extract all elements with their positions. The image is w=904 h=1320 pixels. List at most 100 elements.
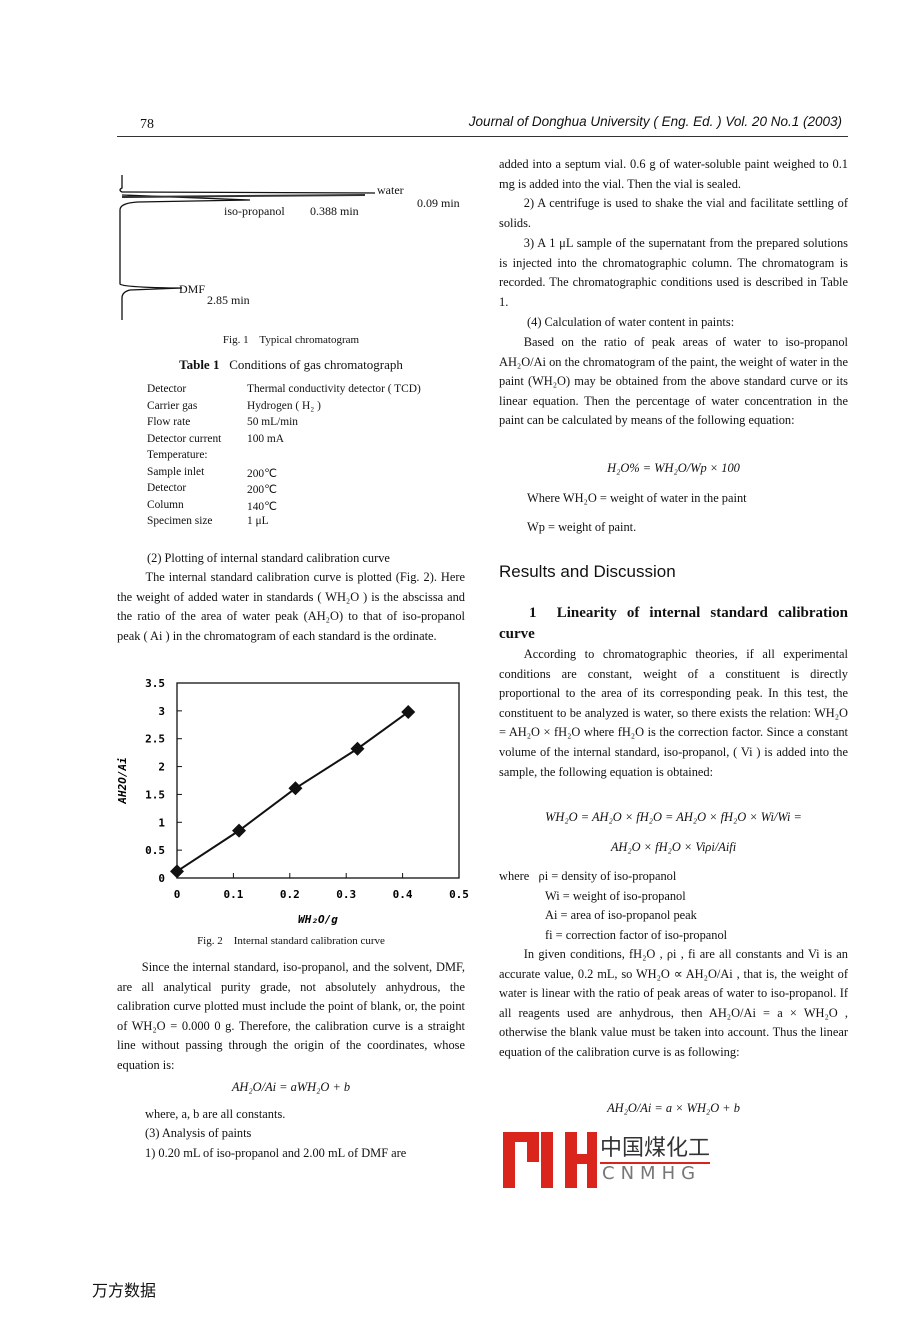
paragraph-calculation: Based on the ratio of peak areas of wate… (499, 335, 848, 428)
logo-english-text: CNMHG (602, 1163, 702, 1184)
table1-title: Table 1 Conditions of gas chromatograph (117, 357, 465, 373)
table-row: Carrier gas Hydrogen ( H₂ ) (147, 400, 421, 417)
table-parameter: Detector current (147, 432, 222, 445)
table-value: Hydrogen ( H₂ ) (247, 399, 321, 412)
table-row: Column 140℃ (147, 499, 421, 516)
paragraph-blank: Since the internal standard, iso-propano… (117, 960, 465, 1072)
watermark-logo: 中国煤化工 CNMHG (503, 1130, 713, 1190)
table-value: 100 mA (247, 432, 285, 445)
logo-mark-icon (503, 1132, 597, 1188)
chromatogram (119, 175, 376, 320)
peak-label-dmf: DMF (179, 282, 206, 296)
paragraph-step1: 1) 0.20 mL of iso-propanol and 2.00 mL o… (145, 1146, 407, 1160)
paragraph-constants: where, a, b are all constants. (145, 1107, 286, 1121)
table-value: 140℃ (247, 500, 277, 513)
data-point (401, 704, 416, 719)
subsection-number: 1 (529, 605, 537, 621)
table-parameter: Column (147, 498, 184, 511)
logo-chinese-text: 中国煤化工 (600, 1130, 711, 1164)
y-tick-label: 2 (158, 761, 165, 774)
subheading-calculation: (4) Calculation of water content in pain… (527, 315, 735, 329)
equation-water-weight-2: AH₂O × fH₂O × Viρi/Aifi (610, 840, 737, 854)
table-value (247, 449, 421, 466)
x-tick-label: 0.2 (280, 888, 300, 901)
where-correction-factor: fi = correction factor of iso-propanol (545, 928, 728, 942)
journal-header: Journal of Donghua University ( Eng. Ed.… (468, 114, 842, 129)
subsection-title: Linearity of internal standard calibrati… (499, 605, 848, 642)
where-weight-isopropanol: Wi = weight of iso-propanol (545, 889, 686, 903)
subsection-heading: 1 Linearity of internal standard calibra… (499, 603, 848, 645)
data-point (350, 741, 365, 756)
equation-percentage: H₂O% = WH₂O/Wp × 100 (607, 461, 740, 475)
footer-source: 万方数据 (92, 1281, 157, 1300)
x-tick-label: 0 (174, 888, 181, 901)
plot-frame (176, 682, 460, 879)
table-value: 200℃ (247, 467, 277, 480)
table-row: Detector Thermal conductivity detector ( … (147, 383, 421, 400)
x-axis-label: WH₂O/g (298, 913, 338, 926)
equation-linear: AH₂O/Ai = a × WH₂O + b (607, 1101, 740, 1115)
peak-time-water: 0.09 min (417, 196, 460, 210)
table-value: 1 μL (247, 515, 269, 527)
y-tick-label: 1 (158, 816, 165, 829)
table-value: Thermal conductivity detector ( TCD) (247, 383, 421, 395)
where-paint: Wp = weight of paint. (527, 520, 637, 534)
subheading-plotting: (2) Plotting of internal standard calibr… (147, 551, 390, 565)
paragraph-step2: 2) A centrifuge is used to shake the via… (499, 196, 848, 230)
table-row: Specimen size 1 μL (147, 515, 421, 532)
table1-label: Table 1 (179, 357, 220, 372)
paragraph-vial: added into a septum vial. 0.6 g of water… (499, 157, 848, 191)
table-parameter: Carrier gas (147, 399, 198, 412)
x-tick-label: 0.3 (336, 888, 356, 901)
y-tick-label: 3.5 (145, 677, 165, 690)
table-parameter: Sample inlet (147, 465, 205, 478)
data-point (170, 864, 184, 879)
x-tick-label: 0.4 (393, 888, 413, 901)
equation-water-weight-1: WH₂O = AH₂O × fH₂O = AH₂O × fH₂O × Wi/Wi… (545, 810, 802, 824)
peak-label-water: water (377, 183, 404, 197)
equation-calibration: AH₂O/Ai = aWH₂O + b (231, 1080, 351, 1094)
section-heading: Results and Discussion (499, 562, 676, 581)
table-parameter: Detector (147, 482, 187, 494)
peak-time-isopropanol: 0.388 min (310, 204, 359, 218)
x-tick-label: 0.1 (223, 888, 243, 901)
conditions-table: Detector Thermal conductivity detector ( … (147, 383, 421, 532)
header-rule (117, 136, 848, 137)
data-point (232, 823, 247, 838)
peak-time-dmf: 2.85 min (207, 293, 250, 307)
table1-caption: Conditions of gas chromatograph (229, 357, 403, 372)
table-row: Detector current 100 mA (147, 433, 421, 450)
table-parameter: Specimen size (147, 515, 213, 527)
table-parameter: Detector (147, 383, 187, 395)
y-tick-label: 1.5 (145, 788, 165, 801)
paragraph-plotting: The internal standard calibration curve … (117, 570, 465, 643)
where-water: Where WH₂O = weight of water in the pain… (527, 491, 747, 505)
y-axis-label: AH2O/Ai (116, 757, 129, 804)
where-density: where ρi = density of iso-propanol (499, 869, 677, 883)
y-tick-label: 2.5 (145, 733, 165, 746)
table-parameter: Flow rate (147, 416, 191, 428)
table-value: 50 mL/min (247, 416, 298, 428)
page-number: 78 (140, 117, 154, 132)
fig2-caption: Fig. 2 Internal standard calibration cur… (197, 935, 385, 947)
paragraph-step3: 3) A 1 μL sample of the supernatant from… (499, 236, 848, 309)
peak-label-isopropanol: iso-propanol (224, 204, 285, 218)
where-area-isopropanol: Ai = area of iso-propanol peak (545, 908, 697, 922)
paragraph-conditions: In given conditions, fH₂O , ρi , fi are … (499, 947, 848, 1059)
paragraph-linearity: According to chromatographic theories, i… (499, 647, 848, 779)
table-row: Detector 200℃ (147, 482, 421, 499)
y-tick-label: 0.5 (145, 844, 165, 857)
fig1-caption: Fig. 1 Typical chromatogram (222, 334, 360, 346)
table-parameter: Temperature: (147, 449, 208, 461)
y-tick-label: 3 (158, 705, 165, 718)
x-tick-label: 0.5 (449, 888, 469, 901)
table-row: Flow rate 50 mL/min (147, 416, 421, 433)
data-point (288, 781, 303, 796)
table-row: Sample inlet 200℃ (147, 466, 421, 483)
table-row: Temperature: (147, 449, 421, 466)
table-value: 200℃ (247, 484, 277, 496)
y-tick-label: 0 (158, 872, 165, 885)
calibration-chart: 0 0.1 0.2 0.3 0.4 0.5 0 0.5 1 1.5 2 2.5 3 3.5 WH₂O/g AH… (116, 677, 469, 926)
subheading-analysis: (3) Analysis of paints (145, 1126, 252, 1140)
